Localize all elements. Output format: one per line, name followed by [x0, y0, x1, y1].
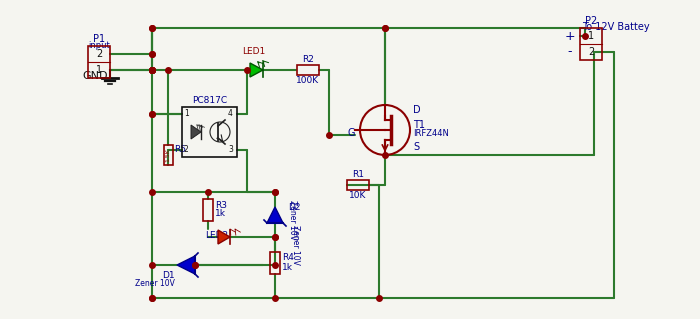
Text: G: G — [348, 128, 356, 138]
Text: PC817C: PC817C — [192, 96, 227, 105]
Text: 100K: 100K — [296, 76, 320, 85]
Text: R3: R3 — [215, 201, 227, 210]
Bar — [580, 28, 602, 60]
Text: GND: GND — [82, 71, 108, 81]
Text: input: input — [88, 41, 110, 49]
Polygon shape — [218, 230, 230, 244]
Text: 1: 1 — [96, 65, 102, 75]
Bar — [88, 46, 110, 78]
Text: 2: 2 — [96, 49, 102, 59]
Text: Zener 10V: Zener 10V — [135, 278, 175, 287]
Bar — [270, 252, 280, 274]
Bar — [297, 65, 319, 75]
Text: To 12V Battey: To 12V Battey — [582, 22, 650, 32]
Text: IRFZ44N: IRFZ44N — [413, 129, 449, 137]
Text: S: S — [413, 142, 419, 152]
Text: P2: P2 — [585, 16, 597, 26]
Text: R1: R1 — [352, 170, 364, 179]
Text: D: D — [413, 105, 421, 115]
Text: LED2: LED2 — [205, 231, 228, 240]
Text: D2: D2 — [288, 203, 300, 211]
Text: 1k: 1k — [282, 263, 293, 271]
Text: R4: R4 — [282, 254, 294, 263]
Text: Zener 10V: Zener 10V — [291, 225, 300, 265]
Text: LED1: LED1 — [242, 47, 265, 56]
Bar — [203, 199, 213, 221]
Text: R2: R2 — [302, 55, 314, 64]
Text: 3: 3 — [228, 145, 233, 154]
Text: 1: 1 — [588, 31, 594, 41]
Bar — [182, 107, 237, 157]
Text: 2: 2 — [184, 145, 189, 154]
Text: -: - — [568, 46, 573, 58]
Text: Zener 10V: Zener 10V — [288, 200, 297, 240]
Text: D1: D1 — [162, 271, 175, 279]
Text: T1: T1 — [413, 120, 425, 130]
Text: R5: R5 — [174, 145, 186, 154]
Polygon shape — [177, 256, 195, 274]
Polygon shape — [191, 125, 201, 139]
Polygon shape — [250, 63, 263, 77]
Text: 4: 4 — [228, 109, 233, 118]
Polygon shape — [267, 207, 283, 223]
Bar — [164, 145, 172, 165]
Text: 2: 2 — [588, 47, 594, 57]
Text: 1.5K: 1.5K — [165, 148, 171, 162]
Text: 1k: 1k — [215, 210, 226, 219]
Text: 10K: 10K — [349, 191, 367, 200]
Bar — [347, 180, 369, 190]
Text: P1: P1 — [93, 34, 105, 44]
Text: +: + — [565, 29, 575, 42]
Text: 1: 1 — [184, 109, 189, 118]
